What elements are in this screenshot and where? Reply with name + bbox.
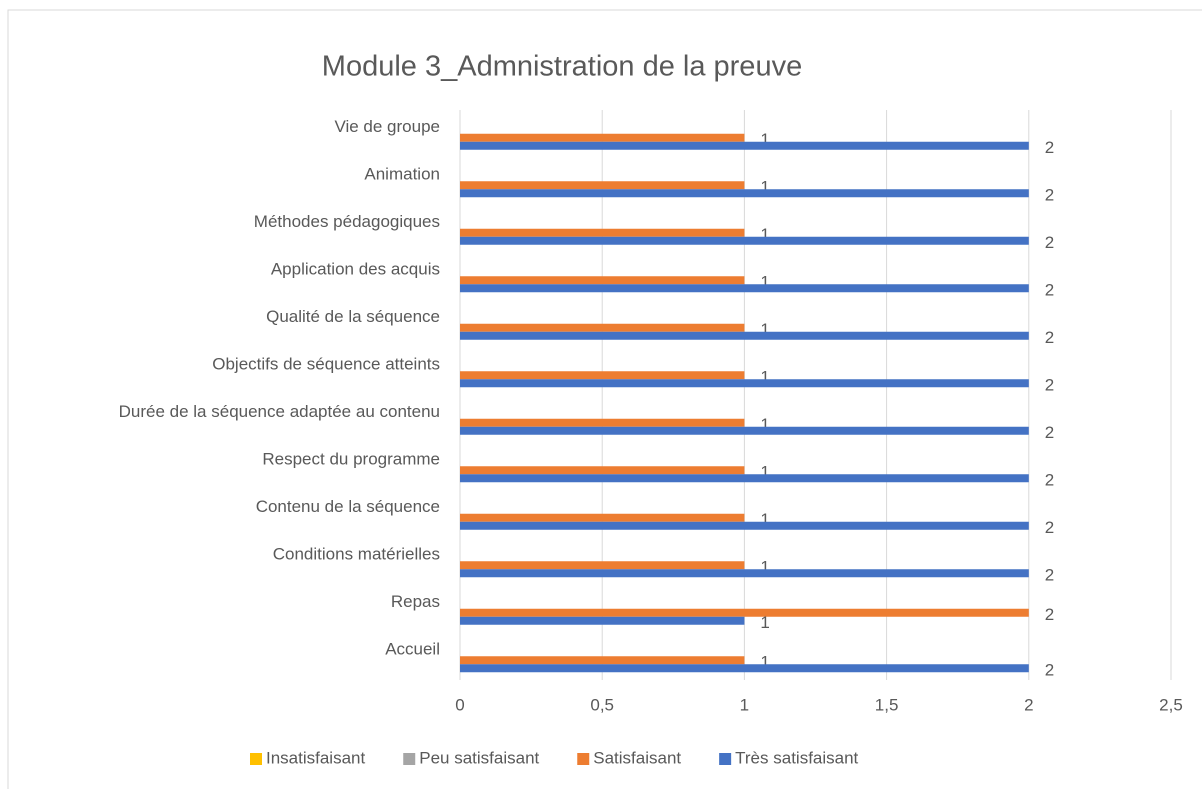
- legend-swatch: [719, 753, 732, 765]
- data-label: 1: [760, 415, 769, 434]
- bar: [460, 133, 745, 142]
- data-label: 2: [1045, 518, 1054, 537]
- bar: [460, 189, 1029, 198]
- bar: [460, 513, 745, 522]
- data-label: 1: [760, 510, 769, 529]
- bar: [460, 474, 1029, 483]
- data-label: 1: [760, 273, 769, 292]
- y-tick-label: Contenu de la séquence: [256, 497, 440, 516]
- legend-label: Satisfaisant: [593, 748, 681, 767]
- data-label: 2: [1045, 471, 1054, 490]
- data-label: 1: [760, 613, 769, 632]
- x-tick-label: 2: [1024, 695, 1033, 714]
- bar: [460, 561, 745, 570]
- y-tick-label: Objectifs de séquence atteints: [212, 355, 440, 374]
- bar: [460, 521, 1029, 530]
- y-tick-label: Application des acquis: [271, 260, 440, 279]
- bar: [460, 371, 745, 380]
- data-label: 2: [1045, 138, 1054, 157]
- data-label: 2: [1045, 566, 1054, 585]
- y-tick-label: Repas: [391, 592, 440, 611]
- legend-swatch: [577, 753, 590, 765]
- x-tick-label: 0: [455, 695, 464, 714]
- bar: [460, 331, 1029, 340]
- data-label: 1: [760, 178, 769, 197]
- y-tick-label: Accueil: [385, 640, 440, 659]
- bar: [460, 569, 1029, 578]
- data-label: 1: [760, 225, 769, 244]
- legend-label: Insatisfaisant: [266, 748, 365, 767]
- bar: [460, 323, 745, 332]
- legend-swatch: [250, 753, 262, 765]
- x-tick-label: 2,5: [1159, 695, 1183, 714]
- x-tick-label: 0,5: [590, 695, 614, 714]
- bar: [460, 418, 745, 427]
- y-tick-label: Durée de la séquence adaptée au contenu: [119, 402, 440, 421]
- data-label: 2: [1045, 605, 1054, 624]
- data-label: 2: [1045, 328, 1054, 347]
- data-label: 2: [1045, 281, 1054, 300]
- x-tick-label: 1,5: [875, 695, 899, 714]
- data-label: 2: [1045, 423, 1054, 442]
- bar: [460, 141, 1029, 150]
- bar: [460, 276, 745, 285]
- data-label: 2: [1045, 186, 1054, 205]
- y-tick-label: Respect du programme: [262, 450, 440, 469]
- y-tick-label: Conditions matérielles: [273, 545, 440, 564]
- bar: [460, 664, 1029, 673]
- data-label: 1: [760, 558, 769, 577]
- chart-title: Module 3_Admnistration de la preuve: [322, 51, 802, 83]
- bar: [460, 379, 1029, 388]
- data-label: 2: [1045, 233, 1054, 252]
- data-label: 1: [760, 320, 769, 339]
- data-label: 1: [760, 463, 769, 482]
- bar: [460, 608, 1029, 617]
- legend-label: Peu satisfaisant: [419, 748, 539, 767]
- bar: [460, 656, 745, 665]
- data-label: 1: [760, 130, 769, 149]
- data-label: 2: [1045, 661, 1054, 680]
- legend-label: Très satisfaisant: [735, 748, 858, 767]
- y-tick-label: Animation: [364, 165, 440, 184]
- bar: [460, 616, 745, 625]
- data-label: 1: [760, 653, 769, 672]
- bar: [460, 466, 745, 475]
- bar: [460, 426, 1029, 435]
- chart-frame: [7, 9, 1202, 789]
- bar: [460, 181, 745, 190]
- bar: [460, 228, 745, 237]
- y-tick-label: Vie de groupe: [334, 117, 440, 136]
- data-label: 1: [760, 368, 769, 387]
- y-tick-label: Qualité de la séquence: [266, 307, 440, 326]
- legend-swatch: [403, 753, 416, 765]
- bar: [460, 284, 1029, 293]
- data-label: 2: [1045, 376, 1054, 395]
- bar: [460, 236, 1029, 245]
- y-tick-label: Méthodes pédagogiques: [254, 212, 440, 231]
- x-tick-label: 1: [740, 695, 749, 714]
